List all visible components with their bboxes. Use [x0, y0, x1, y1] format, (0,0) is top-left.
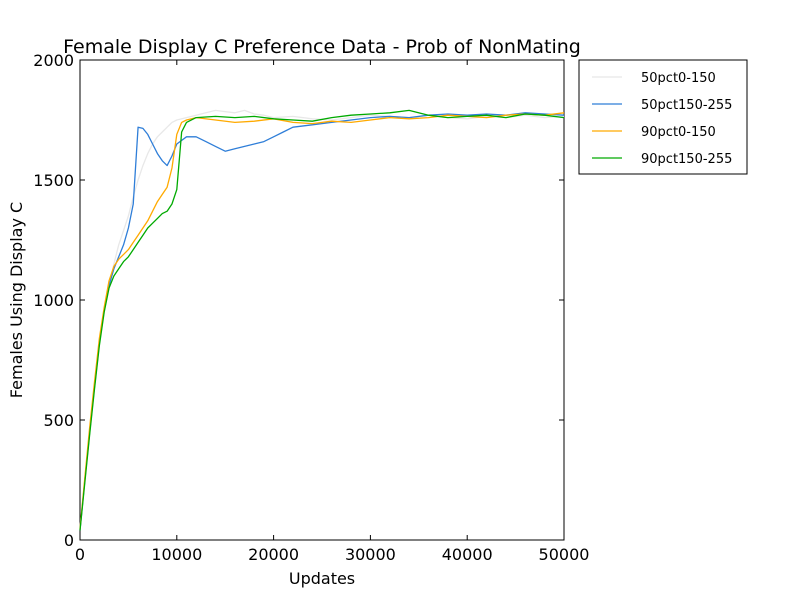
series-line-90pct150-255 — [79, 109, 565, 531]
legend-label-90pct150-255: 90pct150-255 — [641, 152, 732, 167]
x-tick-label: 10000 — [151, 545, 202, 564]
ticks-group: 0 10000 20000 30000 40000 50000 0 500 1000 1500 20… — [33, 51, 589, 564]
x-tick-label: 50000 — [539, 545, 590, 564]
legend: 50pct0-150 50pct150-255 90pct0-150 90pct150… — [578, 59, 748, 175]
y-tick-label: 2000 — [33, 51, 74, 70]
chart-title: Female Display C Preference Data - Prob … — [63, 36, 581, 58]
plot-area: 0 10000 20000 30000 40000 50000 0 500 1000 1500 20… — [33, 51, 589, 564]
y-tick-label: 1000 — [33, 291, 74, 310]
legend-items: 50pct0-150 50pct150-255 90pct0-150 90pct150… — [592, 71, 732, 167]
plot-frame — [79, 59, 565, 541]
x-axis-title: Updates — [289, 569, 355, 588]
series-line-90pct0-150 — [79, 112, 565, 530]
y-tick-label: 0 — [64, 531, 74, 550]
legend-label-50pct0-150: 50pct0-150 — [641, 71, 716, 86]
x-tick-label: 0 — [75, 545, 85, 564]
y-tick-label: 1500 — [33, 171, 74, 190]
y-tick-label: 500 — [43, 411, 74, 430]
x-tick-label: 30000 — [345, 545, 396, 564]
y-axis-title: Females Using Display C — [7, 202, 26, 398]
x-tick-label: 40000 — [442, 545, 493, 564]
legend-label-50pct150-255: 50pct150-255 — [641, 98, 732, 113]
series-group — [79, 109, 565, 531]
x-tick-label: 20000 — [248, 545, 299, 564]
legend-frame — [578, 59, 748, 175]
legend-label-90pct0-150: 90pct0-150 — [641, 125, 716, 140]
